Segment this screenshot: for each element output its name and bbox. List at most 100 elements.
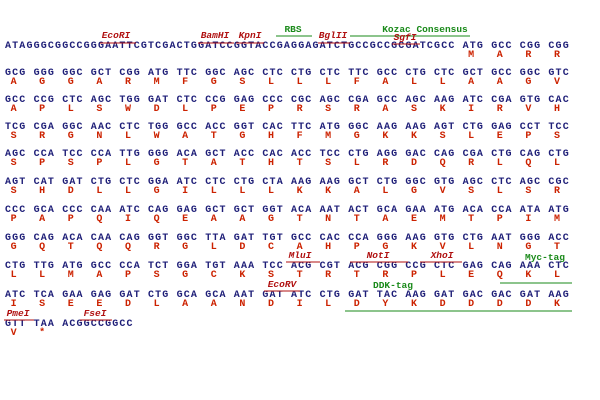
codon: GGT [262, 205, 283, 216]
codon: CCG [205, 95, 226, 106]
codon: GCT [205, 149, 226, 160]
codon: ATG [320, 122, 341, 133]
amino-acid: V [440, 242, 446, 253]
amino-acid: D [525, 299, 531, 310]
codon: TCG [5, 122, 26, 133]
amino-acid: H [268, 158, 274, 169]
codon: GCT [348, 177, 369, 188]
amino-acid: F [297, 131, 303, 142]
codon: GAT [434, 290, 455, 301]
codon: ACA [62, 233, 83, 244]
amino-acid: D [354, 299, 360, 310]
amino-acid: M [554, 214, 560, 225]
codon: TCA [34, 290, 55, 301]
codon: CAG [119, 233, 140, 244]
codon: ACC [205, 122, 226, 133]
amino-acid: G [68, 77, 74, 88]
codon: AAC [91, 122, 112, 133]
amino-acid: K [297, 186, 303, 197]
amino-acid: D [239, 242, 245, 253]
amino-acid: A [497, 50, 503, 61]
amino-acid: L [211, 242, 217, 253]
amino-acid: * [39, 327, 45, 339]
codon: CGA [348, 95, 369, 106]
codon: GAG [234, 95, 255, 106]
codon: CTC [205, 177, 226, 188]
codon: GTG [434, 177, 455, 188]
amino-acid: L [39, 270, 45, 281]
amino-acid: S [268, 270, 274, 281]
amino-acid: A [96, 270, 102, 281]
amino-acid: T [297, 214, 303, 225]
codon: CGG [377, 261, 398, 272]
amino-acid: A [211, 158, 217, 169]
amino-acid: L [125, 158, 131, 169]
amino-acid: L [125, 186, 131, 197]
amino-acid: V [525, 104, 531, 115]
amino-acid: I [182, 186, 188, 197]
codon: TCC [262, 261, 283, 272]
codon: GAG [463, 261, 484, 272]
codon: AGC [234, 68, 255, 79]
amino-acid: L [497, 158, 503, 169]
amino-acid: Q [440, 158, 446, 169]
amino-acid: K [440, 104, 446, 115]
amino-acid: I [525, 214, 531, 225]
amino-acid: P [411, 270, 417, 281]
codon: GAT [348, 290, 369, 301]
amino-acid: N [497, 242, 503, 253]
amino-acid: P [525, 131, 531, 142]
amino-acid: S [11, 131, 17, 142]
amino-acid: S [440, 131, 446, 142]
amino-acid: A [11, 77, 17, 88]
amino-acid: Q [125, 242, 131, 253]
amino-acid: S [325, 158, 331, 169]
codon: CAC [548, 95, 569, 106]
codon: CTC [119, 122, 140, 133]
codon: ACG [348, 261, 369, 272]
codon: CAC [320, 233, 341, 244]
amino-acid: N [325, 214, 331, 225]
amino-acid: A [211, 299, 217, 310]
codon: GCC [491, 41, 512, 52]
codon: CTG [463, 122, 484, 133]
codon: CTG [91, 177, 112, 188]
annotation-label: EcoRI [102, 30, 131, 41]
amino-acid: A [182, 299, 188, 310]
amino-acid: N [96, 131, 102, 142]
annotation-label: XhoI [430, 250, 454, 261]
amino-acid: D [440, 299, 446, 310]
codon: GAC [405, 149, 426, 160]
codon: AAG [377, 122, 398, 133]
amino-acid: P [96, 158, 102, 169]
codon: GCT [205, 205, 226, 216]
amino-acid: T [468, 214, 474, 225]
codon: CCC [62, 205, 83, 216]
codon: GGC [205, 68, 226, 79]
amino-acid: E [497, 131, 503, 142]
amino-acid: S [411, 104, 417, 115]
codon: AAG [405, 122, 426, 133]
annotation-label: Kozac Consensus [382, 24, 468, 35]
codon: ATC [177, 177, 198, 188]
amino-acid: G [154, 158, 160, 169]
codon: CCG [34, 95, 55, 106]
codon: TGG [148, 122, 169, 133]
amino-acid: T [239, 158, 245, 169]
codon: CTC [119, 177, 140, 188]
codon: GCC [5, 95, 26, 106]
codon: GGC [520, 68, 541, 79]
amino-acid: L [11, 270, 17, 281]
amino-acid: P [211, 104, 217, 115]
amino-acid: A [297, 242, 303, 253]
codon: ATC [119, 205, 140, 216]
amino-acid: D [468, 299, 474, 310]
amino-acid: D [154, 104, 160, 115]
codon: GAA [62, 290, 83, 301]
codon: CAA [91, 233, 112, 244]
amino-acid: L [268, 186, 274, 197]
amino-acid: L [182, 104, 188, 115]
codon: CGC [291, 95, 312, 106]
codon: CTG [377, 177, 398, 188]
codon: ATAGGGCGGCCGGGAATTCGTCGACTGGATCCGGTACCGA… [5, 41, 456, 52]
